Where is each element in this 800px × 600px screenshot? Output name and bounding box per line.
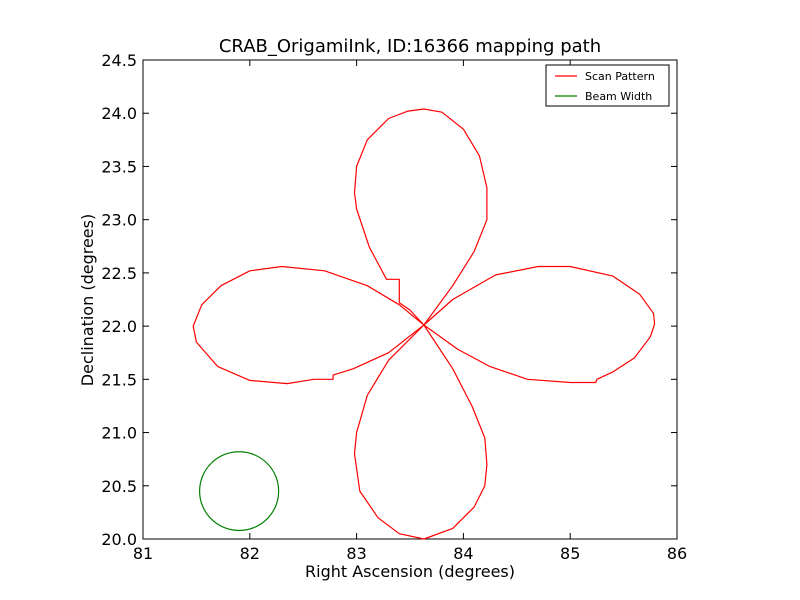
plot-area [142, 59, 678, 540]
series-layer [192, 108, 656, 540]
y-tick-label: 22.0 [101, 317, 137, 336]
y-tick-label: 23.0 [101, 211, 137, 230]
legend: Scan Pattern Beam Width [545, 64, 670, 107]
series-beam-width [199, 451, 280, 532]
legend-label-beam-width: Beam Width [585, 90, 652, 103]
x-axis-label: Right Ascension (degrees) [305, 562, 515, 581]
tick-layer: 81 82 83 84 85 86 20.0 20.5 21.0 21.5 22.0 22.5 23.0… [101, 51, 687, 563]
x-tick-label: 82 [240, 544, 260, 563]
y-tick-label: 20.0 [101, 530, 137, 549]
series-scan-pattern [192, 108, 656, 540]
x-tick-label: 83 [346, 544, 366, 563]
y-tick-label: 24.0 [101, 104, 137, 123]
y-tick-label: 22.5 [101, 264, 137, 283]
y-tick-label: 24.5 [101, 51, 137, 70]
y-tick-label: 21.0 [101, 424, 137, 443]
chart-title: CRAB_OrigamiInk, ID:16366 mapping path [219, 36, 601, 57]
y-tick-label: 23.5 [101, 157, 137, 176]
x-tick-label: 84 [453, 544, 473, 563]
y-tick-label: 20.5 [101, 477, 137, 496]
y-axis-label: Declination (degrees) [78, 214, 97, 386]
legend-label-scan-pattern: Scan Pattern [585, 70, 655, 83]
x-tick-label: 86 [667, 544, 687, 563]
legend-box [545, 64, 670, 107]
y-tick-label: 21.5 [101, 370, 137, 389]
x-tick-label: 85 [560, 544, 580, 563]
x-tick-label: 81 [133, 544, 153, 563]
